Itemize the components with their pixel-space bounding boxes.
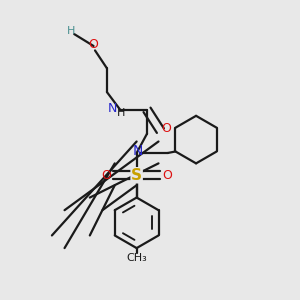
Text: H: H	[117, 108, 125, 118]
Text: O: O	[101, 169, 111, 182]
Text: S: S	[131, 168, 142, 183]
Text: O: O	[88, 38, 98, 51]
Text: H: H	[67, 26, 75, 36]
Text: O: O	[162, 169, 172, 182]
Text: CH₃: CH₃	[126, 254, 147, 263]
Text: N: N	[133, 145, 143, 158]
Text: N: N	[108, 102, 118, 115]
Text: O: O	[161, 122, 171, 135]
